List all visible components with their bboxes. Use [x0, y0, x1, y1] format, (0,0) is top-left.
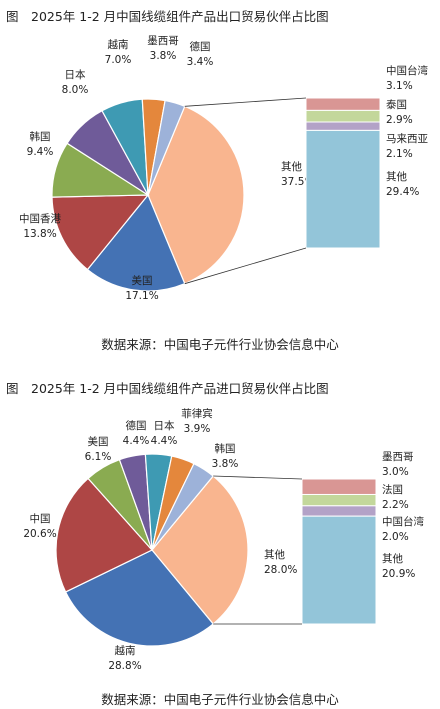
- breakdown-segment: [305, 121, 381, 131]
- slice-label: 墨西哥 3.8%: [147, 35, 179, 62]
- slice-label: 越南 7.0%: [105, 38, 132, 66]
- connector-line: [184, 97, 307, 107]
- slice-label: 中国 20.6%: [23, 512, 56, 540]
- slice-label: 其他 28.0%: [264, 548, 297, 576]
- slice-label: 日本 4.4%: [151, 419, 178, 447]
- breakdown-label: 中国台湾 2.0%: [382, 515, 424, 543]
- slice-label: 中国香港 13.8%: [19, 212, 61, 240]
- slice-label: 日本 8.0%: [62, 68, 89, 96]
- breakdown-segment: [301, 505, 377, 517]
- export-pie-chart: 其他 37.5%美国 17.1%中国香港 13.8%韩国 9.4%日本 8.0%越南 7.0…: [19, 35, 428, 302]
- pie-slice: [151, 462, 215, 551]
- slice-label: 德国 3.4%: [187, 40, 214, 68]
- pie-slice: [55, 477, 153, 593]
- breakdown-label: 墨西哥 3.0%: [382, 451, 414, 478]
- slice-label: 韩国 9.4%: [27, 130, 54, 158]
- import-chart-title: 图 2025年 1-2 月中国线缆组件产品进口贸易伙伴占比图: [6, 381, 329, 396]
- breakdown-label: 泰国 2.9%: [386, 98, 413, 126]
- export-chart-title: 图 2025年 1-2 月中国线缆组件产品出口贸易伙伴占比图: [6, 9, 329, 24]
- slice-label: 美国 6.1%: [85, 435, 112, 463]
- slice-label: 韩国 3.8%: [212, 442, 239, 470]
- breakdown-label: 法国 2.2%: [382, 483, 409, 511]
- pie-slice: [51, 194, 150, 271]
- export-source-note: 数据来源：中国电子元件行业协会信息中心: [101, 337, 339, 352]
- breakdown-segment: [301, 493, 377, 507]
- slice-label: 德国 4.4%: [123, 419, 150, 447]
- import-source-note: 数据来源：中国电子元件行业协会信息中心: [101, 692, 339, 707]
- breakdown-segment: [301, 515, 377, 625]
- pie-slice: [86, 193, 186, 292]
- breakdown-segment: [305, 109, 381, 123]
- slice-label: 越南 28.8%: [108, 644, 141, 672]
- breakdown-label: 马来西亚 2.1%: [386, 133, 428, 160]
- connector-line: [184, 247, 307, 285]
- breakdown-label: 其他 29.4%: [386, 170, 419, 198]
- slice-label: 美国 17.1%: [125, 274, 158, 302]
- connector-line: [213, 475, 303, 480]
- import-pie-chart: 其他 28.0% 越南 28.8% 中国 20.6% 美国 6.1% 德国 4.4%日本 4.4%菲…: [23, 407, 424, 672]
- pie-slice: [64, 549, 215, 647]
- slice-label: 菲律宾 3.9%: [181, 407, 213, 435]
- pie-slice: [147, 99, 186, 196]
- breakdown-label: 中国台湾 3.1%: [386, 64, 428, 92]
- pie-slice: [147, 105, 245, 285]
- breakdown-segment: [301, 478, 377, 495]
- breakdown-label: 其他 20.9%: [382, 552, 415, 580]
- breakdown-segment: [305, 97, 381, 111]
- pie-slice: [151, 475, 249, 625]
- breakdown-segment: [305, 129, 381, 249]
